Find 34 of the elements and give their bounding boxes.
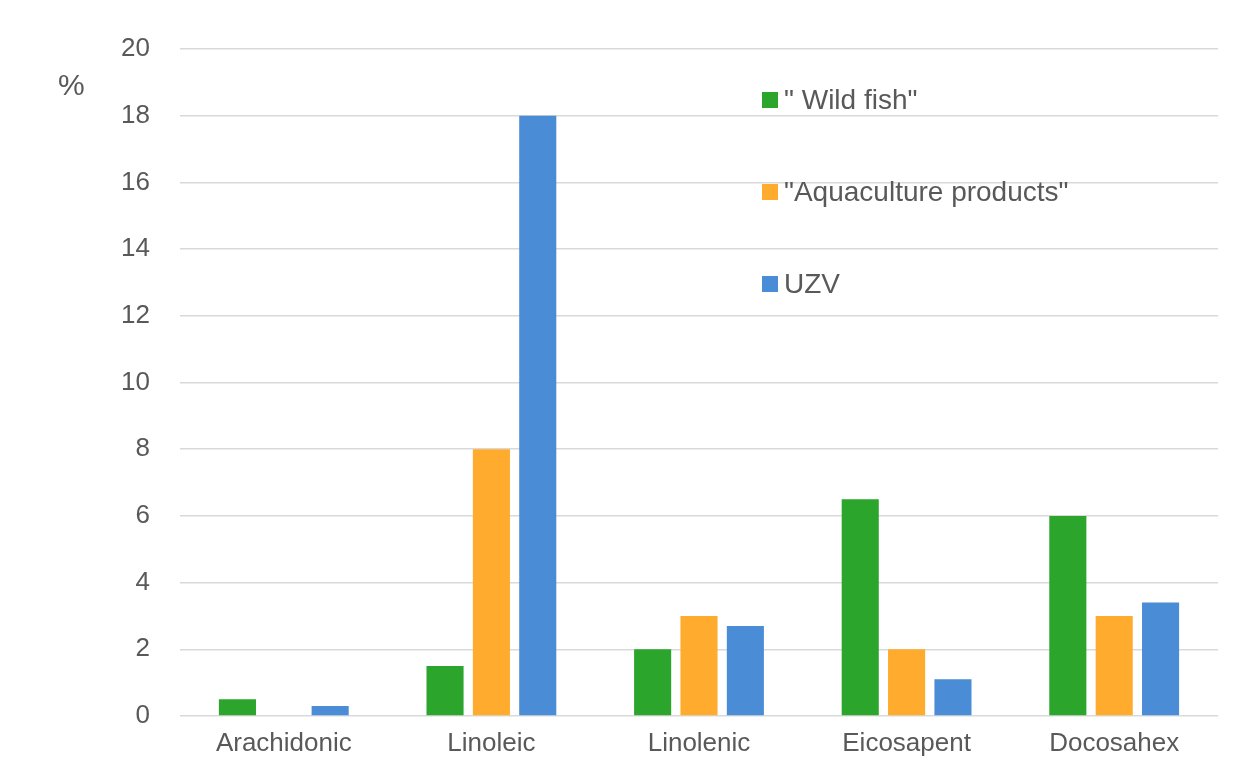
bar: [311, 706, 349, 716]
bar: [934, 679, 972, 716]
y-tick-label: 18: [121, 98, 150, 129]
bar: [519, 115, 557, 716]
y-tick-label: 6: [135, 499, 150, 530]
legend-label: "Aquaculture products": [784, 176, 1069, 208]
x-tick-label: Eicosapent: [842, 726, 972, 757]
bar: [888, 649, 926, 716]
y-tick-label: 20: [121, 32, 150, 63]
legend-label: " Wild fish": [784, 84, 918, 116]
bar: [726, 625, 764, 716]
y-tick-label: 14: [121, 232, 150, 263]
y-tick-label: 10: [121, 365, 150, 396]
y-tick-label: 12: [121, 298, 150, 329]
bar: [218, 699, 256, 716]
y-tick-label: 0: [135, 699, 150, 730]
bar: [1142, 602, 1180, 716]
bar: [426, 665, 464, 716]
bar: [472, 449, 510, 716]
y-tick-label: 8: [135, 432, 150, 463]
x-tick-label: Linolenic: [647, 726, 751, 757]
x-tick-label: Linoleic: [447, 726, 536, 757]
x-tick-label: Docosahex: [1049, 726, 1180, 757]
bar: [841, 499, 879, 716]
legend-label: UZV: [784, 268, 840, 300]
y-tick-label: 4: [135, 565, 150, 596]
bar: [1095, 615, 1133, 716]
y-tick-label: 16: [121, 165, 150, 196]
bar: [1049, 515, 1087, 716]
bar: [634, 649, 672, 716]
bar: [680, 615, 718, 716]
x-tick-label: Arachidonic: [215, 726, 352, 757]
y-tick-label: 2: [135, 632, 150, 663]
y-axis-title: %: [58, 68, 85, 102]
